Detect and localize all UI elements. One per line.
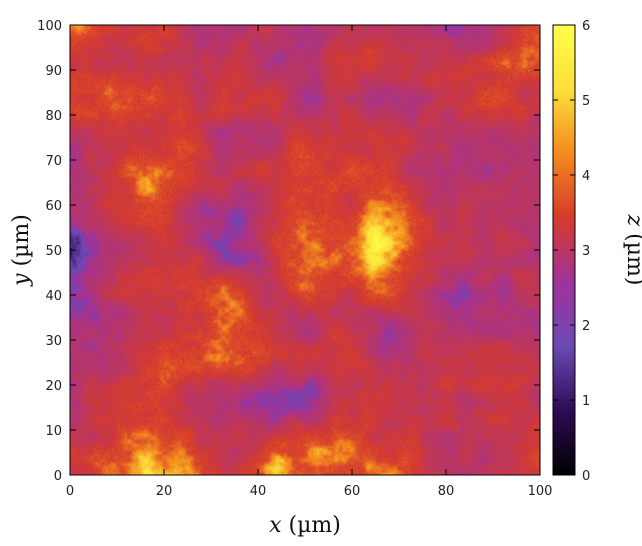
y-tick-label: 90 [45, 64, 62, 79]
colorbar-tick-label: 0 [582, 469, 590, 484]
y-tick-label: 70 [45, 154, 62, 169]
x-tick-label: 40 [250, 484, 267, 499]
y-axis-title: y (µm) [9, 214, 34, 287]
y-tick-label: 60 [45, 199, 62, 214]
x-tick-label: 80 [438, 484, 455, 499]
y-tick-label: 100 [37, 19, 62, 34]
colorbar-tick-label: 3 [582, 244, 590, 259]
x-axis-title: x (µm) [269, 513, 341, 538]
y-tick-label: 80 [45, 109, 62, 124]
heatmap-field [70, 25, 540, 475]
colorbar-ticks: 0 1 2 3 4 5 6 [553, 19, 590, 484]
y-tick-label: 10 [45, 424, 62, 439]
colorbar: 0 1 2 3 4 5 6 [552, 19, 590, 484]
colorbar-tick-label: 6 [582, 19, 590, 34]
x-tick-label: 60 [344, 484, 361, 499]
x-axis: 0 20 40 60 80 100 [66, 25, 553, 499]
plot-area [69, 24, 541, 476]
y-tick-label: 30 [45, 334, 62, 349]
colorbar-tick-label: 4 [582, 169, 590, 184]
colorbar-tick-label: 2 [582, 319, 590, 334]
heatmap-field-container [70, 25, 540, 475]
x-tick-label: 20 [156, 484, 173, 499]
y-tick-label: 0 [54, 469, 62, 484]
x-tick-label: 0 [66, 484, 74, 499]
y-tick-label: 50 [45, 244, 62, 259]
colorbar-tick-label: 5 [582, 94, 590, 109]
y-axis: 0 10 20 30 40 50 60 70 80 90 100 [37, 19, 540, 484]
colorbar-tick-label: 1 [582, 394, 590, 409]
x-tick-label: 100 [528, 484, 553, 499]
y-tick-label: 20 [45, 379, 62, 394]
y-tick-label: 40 [45, 289, 62, 304]
colorbar-title: z (µm) [622, 214, 642, 286]
